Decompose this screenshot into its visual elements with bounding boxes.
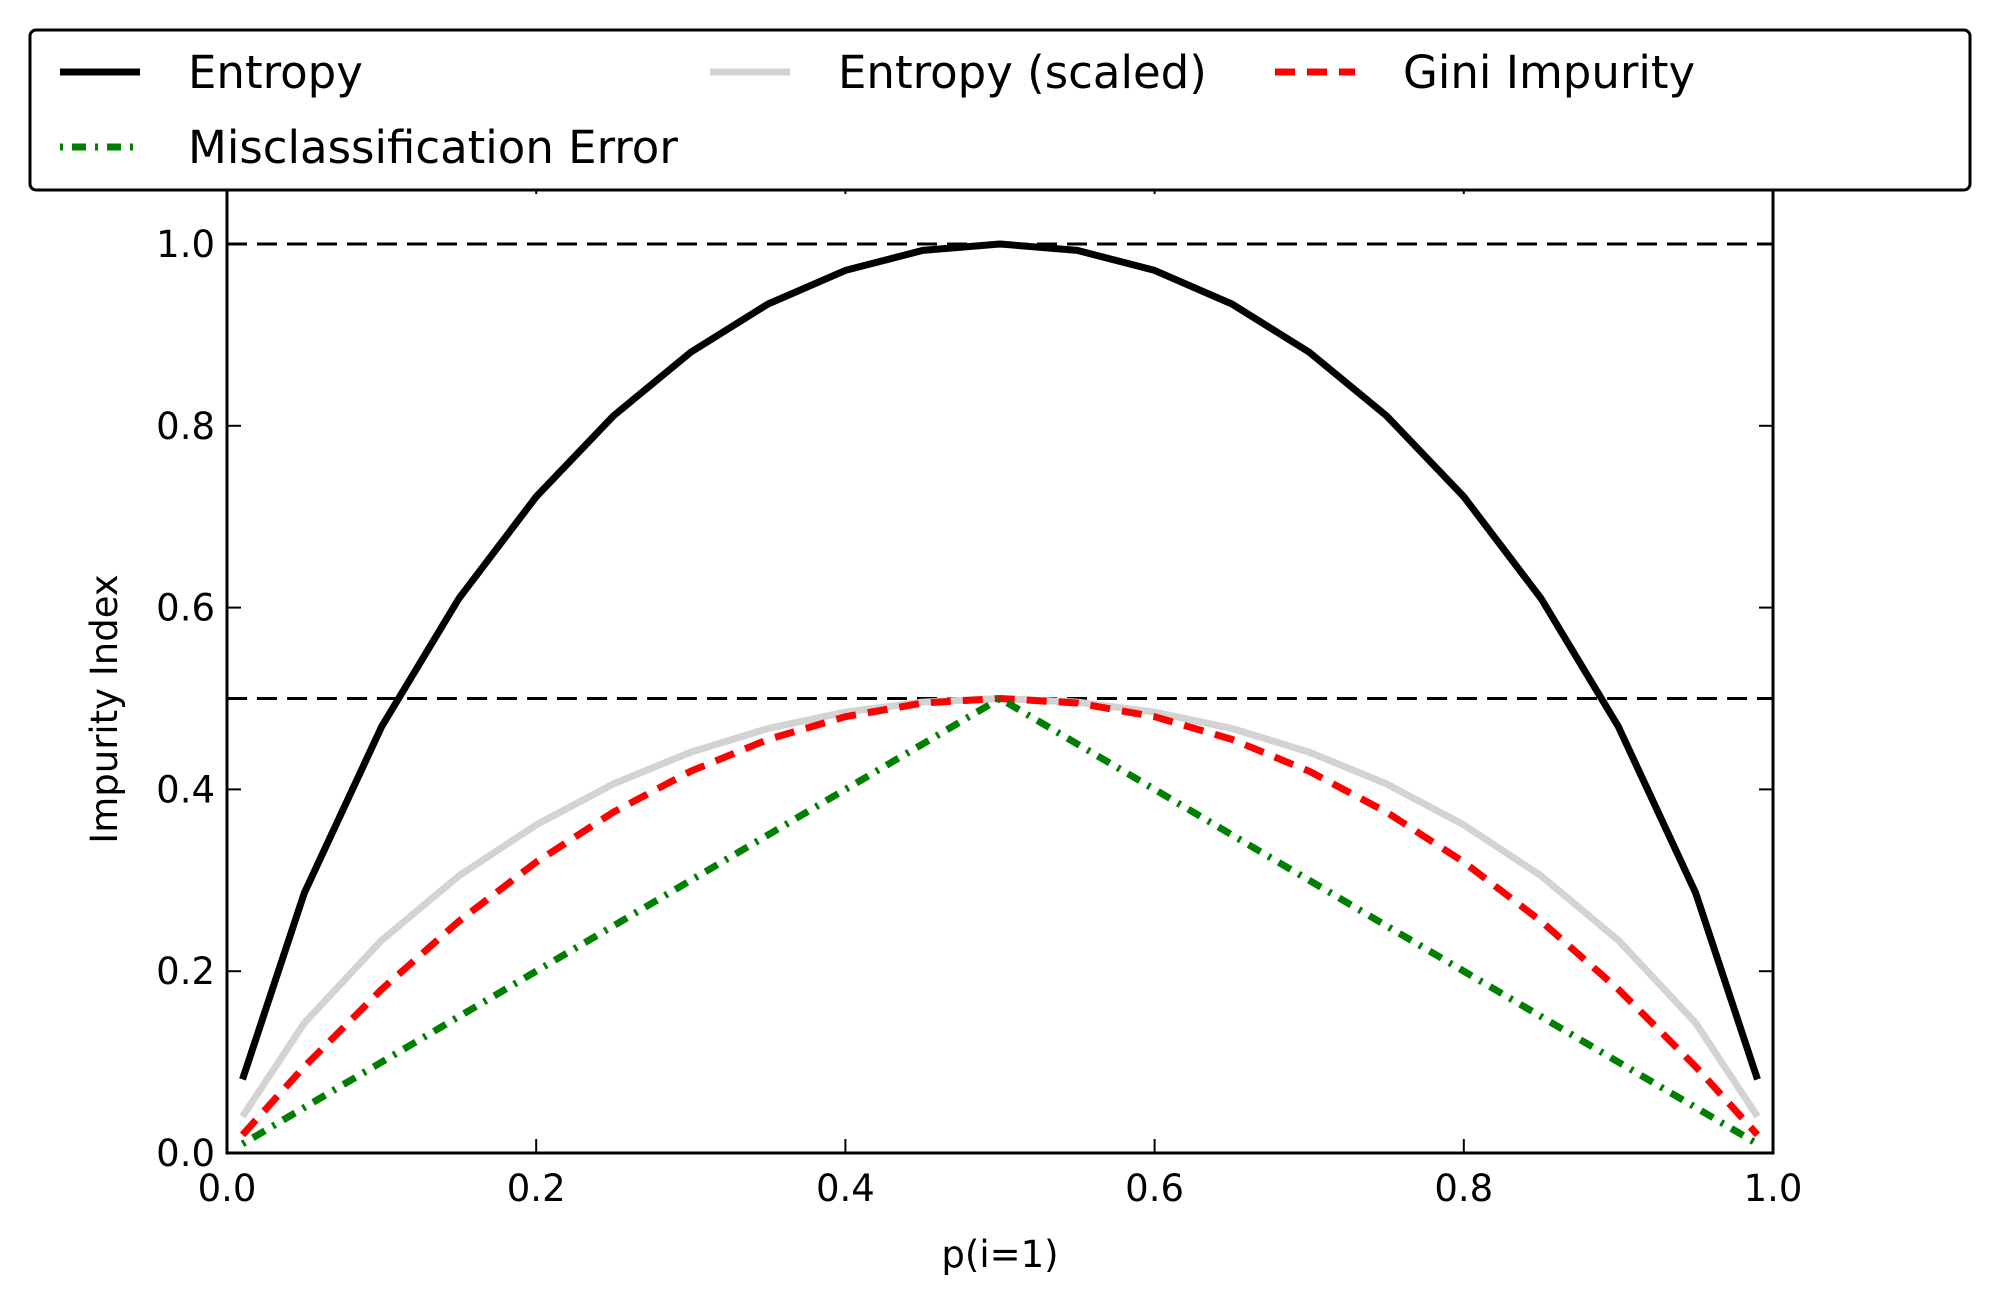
legend-label: Entropy (scaled) (838, 46, 1207, 99)
legend-label: Gini Impurity (1403, 46, 1695, 99)
legend-box (28, 28, 1972, 192)
reference-lines (227, 242, 1773, 700)
series-layer (239, 240, 1761, 1147)
x-tick-label: 1.0 (1744, 1167, 1803, 1210)
plot-area-frame (225, 178, 1775, 1155)
series-line-2 (239, 695, 1761, 1138)
legend-entry-1: Entropy (scaled) (710, 46, 1207, 99)
legend-entry-3: Misclassification Error (60, 121, 678, 174)
legend-entries: Entropy Entropy (scaled) Gini Impurity Misc… (60, 46, 1695, 174)
x-tick-label: 0.0 (198, 1167, 257, 1210)
x-axis-label: p(i=1) (941, 1233, 1058, 1276)
axis-ticks (226, 180, 1774, 1154)
y-tick-label: 0.8 (156, 405, 215, 448)
x-tick-label: 0.2 (507, 1167, 566, 1210)
series-line-0 (239, 240, 1761, 1081)
legend-label: Entropy (188, 46, 363, 99)
x-tick-label: 0.6 (1125, 1167, 1184, 1210)
y-tick-label: 0.0 (156, 1132, 215, 1175)
y-tick-label: 0.6 (156, 587, 215, 630)
x-tick-label: 0.4 (816, 1167, 875, 1210)
series-line-1 (239, 695, 1761, 1119)
legend-entry-2: Gini Impurity (1275, 46, 1695, 99)
series-line-3 (240, 695, 1760, 1147)
legend: Entropy Entropy (scaled) Gini Impurity Misc… (28, 28, 1972, 192)
axis-tick-labels: 0.0 0.2 0.4 0.6 0.8 1.0 0.0 0.2 0.4 0.6 0.8 1.0 (156, 223, 1802, 1210)
y-tick-label: 1.0 (156, 223, 215, 266)
x-tick-label: 0.8 (1434, 1167, 1493, 1210)
legend-entry-0: Entropy (60, 46, 363, 99)
y-tick-label: 0.2 (156, 950, 215, 993)
legend-label: Misclassification Error (188, 121, 678, 174)
y-tick-label: 0.4 (156, 768, 215, 811)
y-axis-label: Impurity Index (83, 574, 126, 843)
